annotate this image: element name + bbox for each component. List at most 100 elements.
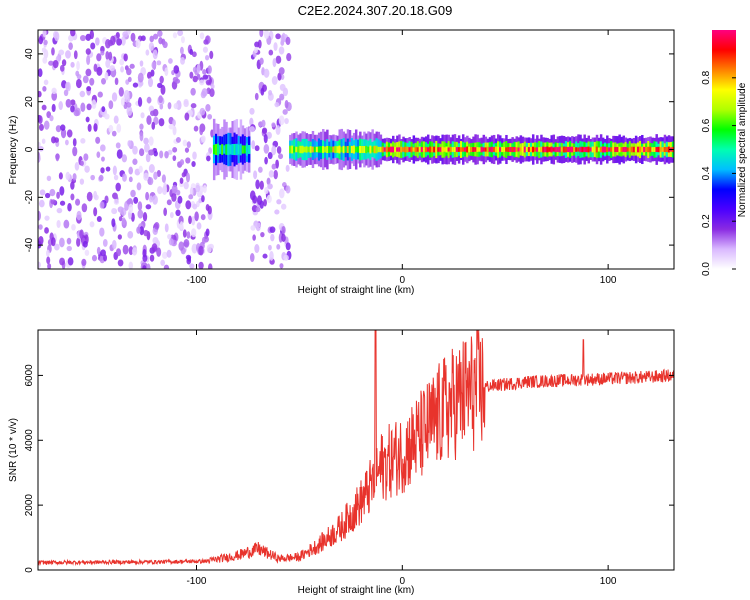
heatmap-cell	[38, 224, 43, 230]
heatmap-cell	[66, 245, 72, 252]
heatmap-cell	[108, 100, 114, 110]
heatmap-cell	[56, 207, 63, 214]
heatmap-cell	[259, 180, 264, 190]
heatmap-cell	[99, 227, 105, 237]
heatmap-cell	[645, 146, 648, 153]
heatmap-cell	[76, 237, 81, 247]
heatmap-cell	[282, 109, 288, 115]
heatmap-cell	[143, 229, 149, 237]
heatmap-cell	[379, 146, 383, 153]
heatmap-cell	[183, 100, 189, 108]
heatmap-cell	[168, 58, 173, 64]
heatmap-cell	[139, 226, 145, 236]
heatmap-cell	[56, 191, 60, 199]
heatmap-cell	[93, 207, 98, 217]
heatmap-cell	[126, 102, 132, 108]
heatmap-cell	[267, 152, 273, 160]
heatmap-cell	[525, 146, 529, 153]
spectrogram-x-axis: -100 0 100	[186, 30, 617, 286]
heatmap-cell	[65, 171, 71, 181]
heatmap-cell	[363, 146, 366, 153]
snr-y-tick-label: 0	[24, 567, 35, 573]
heatmap-cell	[126, 199, 131, 205]
heatmap-cell	[146, 71, 152, 80]
heatmap-cell	[108, 51, 113, 61]
heatmap-cell	[373, 145, 376, 154]
heatmap-cell	[123, 53, 128, 62]
heatmap-cell	[192, 75, 198, 83]
heatmap-cell	[531, 146, 535, 153]
heatmap-cell	[96, 215, 102, 222]
heatmap-cell	[91, 99, 97, 110]
heatmap-cell	[89, 77, 95, 86]
heatmap-cell	[606, 147, 609, 152]
heatmap-cell	[614, 146, 617, 153]
heatmap-cell	[275, 125, 281, 136]
heatmap-cell	[51, 91, 58, 101]
heatmap-cell	[66, 129, 73, 138]
heatmap-cell	[44, 227, 49, 234]
heatmap-cell	[144, 143, 150, 153]
heatmap-cell	[189, 48, 194, 55]
heatmap-cell	[132, 82, 139, 88]
heatmap-cell	[100, 50, 105, 56]
heatmap-cell	[291, 145, 294, 154]
spectrogram-y-tick-label: -40	[24, 237, 35, 252]
heatmap-cell	[591, 146, 595, 153]
heatmap-cell	[149, 35, 154, 43]
heatmap-cell	[295, 146, 298, 153]
heatmap-cell	[286, 53, 292, 62]
snr-x-label: Height of straight line (km)	[298, 585, 415, 596]
heatmap-cell	[90, 42, 96, 50]
heatmap-cell	[593, 147, 597, 152]
heatmap-cell	[217, 143, 220, 156]
heatmap-cell	[156, 60, 162, 66]
heatmap-cell	[205, 228, 210, 237]
heatmap-cell	[157, 30, 163, 37]
heatmap-cell	[579, 146, 582, 153]
heatmap-cell	[365, 145, 368, 154]
heatmap-cell	[595, 146, 599, 153]
heatmap-cell	[293, 146, 296, 153]
heatmap-cell	[233, 143, 236, 156]
heatmap-cell	[65, 82, 70, 90]
heatmap-cell	[219, 145, 222, 154]
snr-y-tick-label: 4000	[24, 429, 35, 452]
heatmap-cell	[59, 237, 65, 248]
heatmap-cell	[152, 194, 158, 205]
heatmap-cell	[200, 214, 206, 221]
heatmap-cell	[462, 147, 465, 152]
colorbar-label: Normalized spectral amplitude	[737, 82, 748, 217]
heatmap-cell	[38, 199, 45, 208]
heatmap-cell	[385, 146, 389, 153]
heatmap-cell	[79, 34, 86, 42]
heatmap-cell	[171, 192, 177, 202]
heatmap-cell	[284, 99, 289, 109]
heatmap-cell	[389, 146, 393, 153]
heatmap-cell	[111, 130, 117, 137]
heatmap-cell	[153, 171, 158, 180]
heatmap-cell	[179, 46, 184, 55]
heatmap-cell	[182, 139, 188, 147]
heatmap-cell	[112, 239, 117, 250]
heatmap-cell	[285, 242, 291, 251]
heatmap-cell	[86, 103, 92, 111]
heatmap-cell	[215, 143, 218, 156]
heatmap-cell	[59, 64, 65, 72]
heatmap-cell	[159, 75, 164, 84]
heatmap-cell	[301, 145, 304, 154]
heatmap-cell	[55, 153, 60, 162]
heatmap-cell	[38, 115, 43, 125]
heatmap-cell	[157, 82, 163, 89]
heatmap-cell	[44, 192, 51, 199]
heatmap-cell	[45, 249, 50, 257]
heatmap-cell	[657, 146, 660, 153]
heatmap-cell	[332, 146, 335, 153]
heatmap-cell	[148, 42, 155, 51]
heatmap-cell	[191, 161, 196, 168]
heatmap-cell	[202, 74, 209, 80]
spectrogram-x-tick-label: 100	[600, 275, 617, 286]
heatmap-cell	[536, 147, 539, 152]
heatmap-cell	[263, 133, 268, 144]
heatmap-cell	[577, 147, 580, 152]
